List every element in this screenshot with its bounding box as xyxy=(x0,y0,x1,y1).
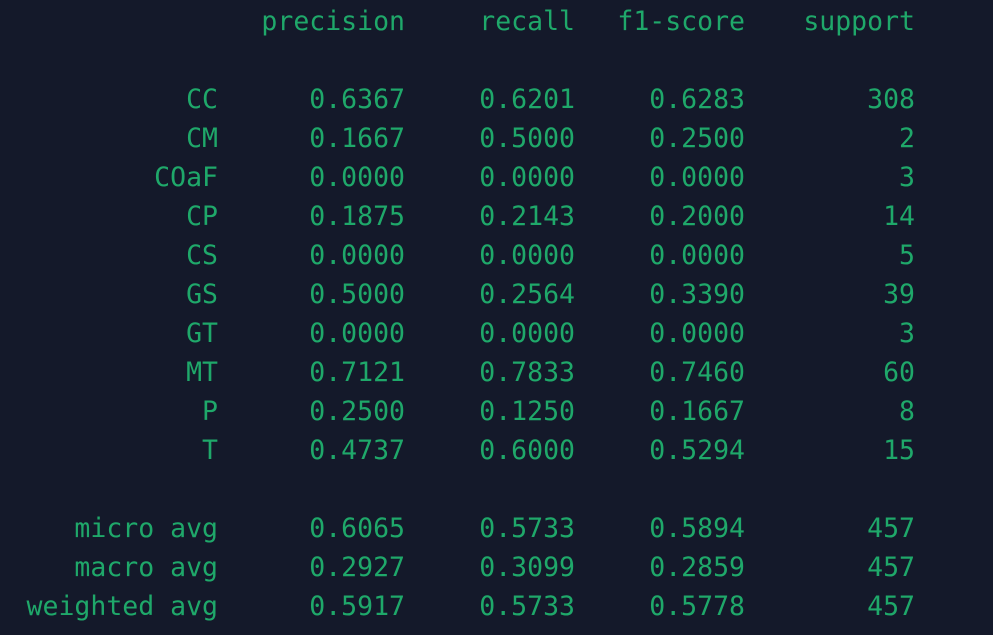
row-support: 8 xyxy=(899,396,915,427)
table-row: COaF 0.0000 0.0000 0.0000 3 xyxy=(0,158,993,197)
header-recall: recall xyxy=(479,6,575,37)
average-row: micro avg 0.6065 0.5733 0.5894 457 xyxy=(0,509,993,548)
row-f1-score: 0.6283 xyxy=(649,84,745,115)
table-row: CS 0.0000 0.0000 0.0000 5 xyxy=(0,236,993,275)
average-label: micro avg xyxy=(74,513,218,544)
row-f1-score: 0.2500 xyxy=(649,123,745,154)
row-f1-score: 0.7460 xyxy=(649,357,745,388)
row-support: 14 xyxy=(883,201,915,232)
row-precision: 0.1875 xyxy=(309,201,405,232)
row-support: 39 xyxy=(883,279,915,310)
table-row: MT 0.7121 0.7833 0.7460 60 xyxy=(0,353,993,392)
row-recall: 0.0000 xyxy=(479,318,575,349)
row-recall: 0.2564 xyxy=(479,279,575,310)
table-row: CC 0.6367 0.6201 0.6283 308 xyxy=(0,80,993,119)
row-recall: 0.5000 xyxy=(479,123,575,154)
row-f1-score: 0.0000 xyxy=(649,318,745,349)
row-f1-score: 0.2000 xyxy=(649,201,745,232)
row-recall: 0.2143 xyxy=(479,201,575,232)
average-precision: 0.2927 xyxy=(309,552,405,583)
row-precision: 0.5000 xyxy=(309,279,405,310)
row-support: 3 xyxy=(899,162,915,193)
row-precision: 0.6367 xyxy=(309,84,405,115)
row-recall: 0.7833 xyxy=(479,357,575,388)
row-label: CM xyxy=(186,123,218,154)
header-f1-score: f1-score xyxy=(617,6,745,37)
row-label: P xyxy=(202,396,218,427)
row-label: COaF xyxy=(154,162,218,193)
average-label: macro avg xyxy=(74,552,218,583)
row-recall: 0.0000 xyxy=(479,162,575,193)
average-precision: 0.5917 xyxy=(309,591,405,622)
row-recall: 0.6201 xyxy=(479,84,575,115)
average-support: 457 xyxy=(867,591,915,622)
table-row: T 0.4737 0.6000 0.5294 15 xyxy=(0,431,993,470)
row-support: 2 xyxy=(899,123,915,154)
average-recall: 0.5733 xyxy=(479,591,575,622)
average-f1-score: 0.2859 xyxy=(649,552,745,583)
row-label: CC xyxy=(186,84,218,115)
row-precision: 0.4737 xyxy=(309,435,405,466)
row-f1-score: 0.5294 xyxy=(649,435,745,466)
table-row: P 0.2500 0.1250 0.1667 8 xyxy=(0,392,993,431)
average-recall: 0.3099 xyxy=(479,552,575,583)
average-precision: 0.6065 xyxy=(309,513,405,544)
row-label: MT xyxy=(186,357,218,388)
table-row: GS 0.5000 0.2564 0.3390 39 xyxy=(0,275,993,314)
row-label: CS xyxy=(186,240,218,271)
average-recall: 0.5733 xyxy=(479,513,575,544)
row-f1-score: 0.3390 xyxy=(649,279,745,310)
average-support: 457 xyxy=(867,513,915,544)
row-f1-score: 0.0000 xyxy=(649,240,745,271)
header-precision: precision xyxy=(261,6,405,37)
row-support: 60 xyxy=(883,357,915,388)
row-support: 5 xyxy=(899,240,915,271)
average-support: 457 xyxy=(867,552,915,583)
row-precision: 0.1667 xyxy=(309,123,405,154)
row-precision: 0.0000 xyxy=(309,162,405,193)
row-recall: 0.0000 xyxy=(479,240,575,271)
row-support: 3 xyxy=(899,318,915,349)
row-f1-score: 0.0000 xyxy=(649,162,745,193)
row-label: GT xyxy=(186,318,218,349)
row-f1-score: 0.1667 xyxy=(649,396,745,427)
row-label: GS xyxy=(186,279,218,310)
table-row: CM 0.1667 0.5000 0.2500 2 xyxy=(0,119,993,158)
row-precision: 0.0000 xyxy=(309,318,405,349)
row-support: 308 xyxy=(867,84,915,115)
row-precision: 0.0000 xyxy=(309,240,405,271)
row-label: T xyxy=(202,435,218,466)
row-recall: 0.6000 xyxy=(479,435,575,466)
table-row: GT 0.0000 0.0000 0.0000 3 xyxy=(0,314,993,353)
row-support: 15 xyxy=(883,435,915,466)
row-recall: 0.1250 xyxy=(479,396,575,427)
row-precision: 0.2500 xyxy=(309,396,405,427)
average-label: weighted avg xyxy=(26,591,218,622)
row-label: CP xyxy=(186,201,218,232)
row-precision: 0.7121 xyxy=(309,357,405,388)
header-support: support xyxy=(803,6,915,37)
header-row: precision recall f1-score support xyxy=(0,2,993,41)
table-row: CP 0.1875 0.2143 0.2000 14 xyxy=(0,197,993,236)
average-row: macro avg 0.2927 0.3099 0.2859 457 xyxy=(0,548,993,587)
average-f1-score: 0.5894 xyxy=(649,513,745,544)
average-f1-score: 0.5778 xyxy=(649,591,745,622)
average-row: weighted avg 0.5917 0.5733 0.5778 457 xyxy=(0,587,993,626)
